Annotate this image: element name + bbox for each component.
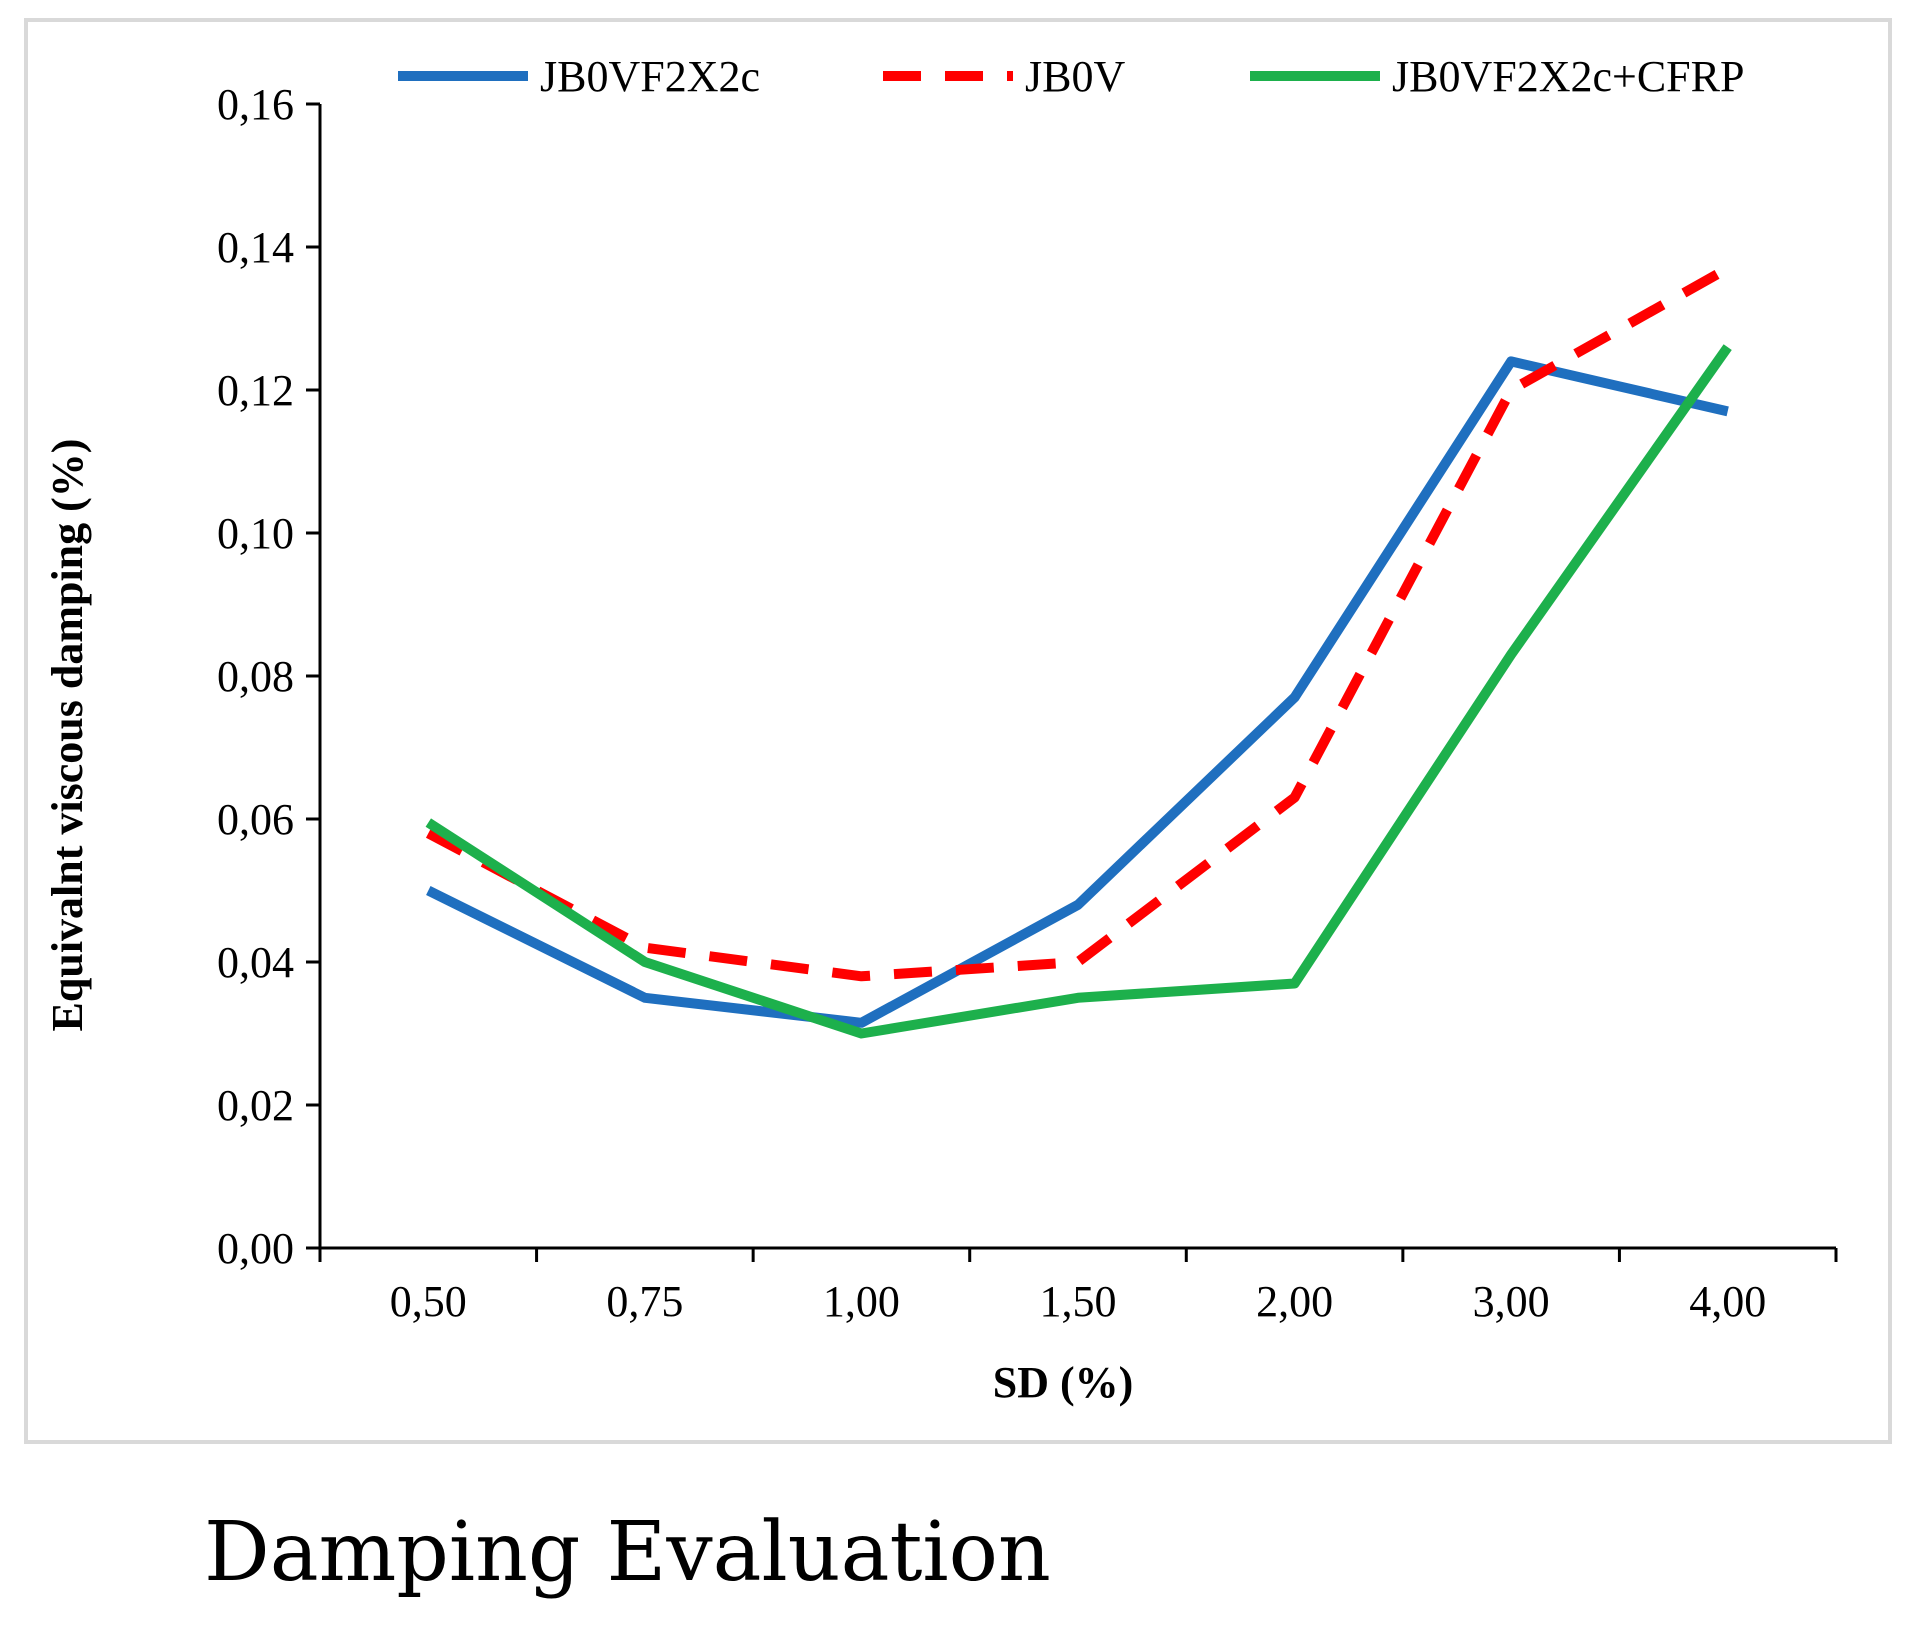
figure-caption: Damping Evaluation bbox=[204, 1505, 1051, 1600]
x-tick-label: 2,00 bbox=[1256, 1277, 1333, 1326]
y-tick-label: 0,02 bbox=[217, 1081, 294, 1130]
legend-label-2: JB0VF2X2c+CFRP bbox=[1392, 52, 1744, 101]
y-tick-label: 0,06 bbox=[217, 795, 294, 844]
x-tick-label: 1,00 bbox=[823, 1277, 900, 1326]
x-axis: 0,50 0,75 1,00 1,50 2,00 3,00 4,00 bbox=[318, 1246, 1838, 1326]
series-line-0 bbox=[426, 356, 1729, 1028]
legend: JB0VF2X2c JB0V JB0VF2X2c+CFRP bbox=[398, 52, 1744, 101]
y-tick-label: 0,16 bbox=[217, 80, 294, 129]
y-tick-label: 0,00 bbox=[217, 1224, 294, 1273]
x-tick-label: 4,00 bbox=[1689, 1277, 1766, 1326]
x-tick-label: 0,50 bbox=[390, 1277, 467, 1326]
x-tick-label: 0,75 bbox=[606, 1277, 683, 1326]
y-tick-label: 0,08 bbox=[217, 652, 294, 701]
x-tick-label: 1,50 bbox=[1040, 1277, 1117, 1326]
x-tick-label: 3,00 bbox=[1473, 1277, 1550, 1326]
y-tick-label: 0,10 bbox=[217, 509, 294, 558]
legend-label-1: JB0V bbox=[1025, 52, 1125, 101]
x-axis-title: SD (%) bbox=[993, 1358, 1134, 1407]
y-axis-title: Equivalnt viscous damping (%) bbox=[43, 439, 92, 1032]
y-tick-label: 0,04 bbox=[217, 938, 294, 987]
series-line-2 bbox=[425, 344, 1732, 1039]
chart-frame bbox=[24, 18, 1892, 1444]
series-layer bbox=[425, 264, 1732, 1039]
y-tick-label: 0,14 bbox=[217, 223, 294, 272]
legend-label-0: JB0VF2X2c bbox=[540, 52, 760, 101]
y-tick-label: 0,12 bbox=[217, 366, 294, 415]
y-axis: 0,00 0,02 0,04 0,06 0,08 0,10 0,12 0,14 0,16 bbox=[217, 80, 322, 1273]
